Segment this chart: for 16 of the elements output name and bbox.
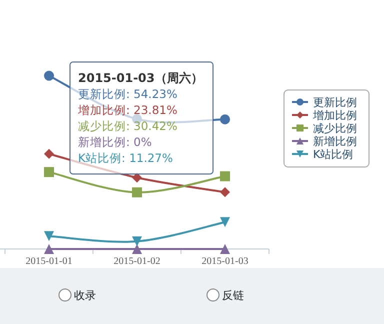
x-tick-label: 2015-01-03 <box>202 256 248 267</box>
annotation: 减少比例: 30.42% <box>78 119 178 133</box>
legend-label: 减少比例 <box>313 122 357 135</box>
legend-label: 新增比例 <box>313 135 357 148</box>
x-tick-label: 2015-01-02 <box>114 256 160 267</box>
annotation: 新增比例: 0% <box>78 135 152 149</box>
x-tick-label: 2015-01-01 <box>26 256 72 267</box>
annotation: K站比例: 11.27% <box>78 151 173 165</box>
annotation: 增加比例: 23.81% <box>77 103 178 117</box>
text: 反链 <box>222 289 244 302</box>
legend-label: 增加比例 <box>312 109 357 122</box>
annotation: 更新比例: 54.23% <box>78 87 178 101</box>
text: 收录 <box>74 289 96 302</box>
legend-label: 更新比例 <box>313 96 357 109</box>
legend-label: K站比例 <box>313 148 354 161</box>
annotation: 2015-01-03（周六） <box>78 71 203 85</box>
